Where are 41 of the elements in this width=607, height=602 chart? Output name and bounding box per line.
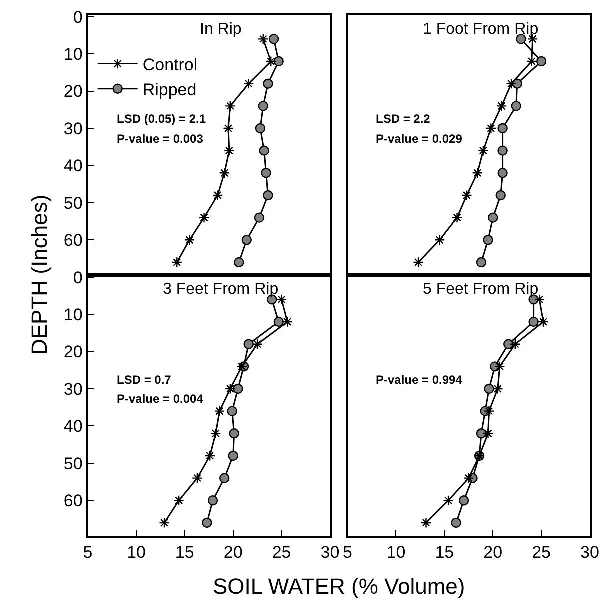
annotation: P-value = 0.004 [117, 392, 204, 406]
x-axis-title: SOIL WATER (% Volume) [213, 574, 466, 599]
chart-title: In Rip [200, 21, 242, 38]
y-tick-label: 20 [64, 342, 83, 362]
y-tick-label: 10 [64, 306, 83, 325]
annotation: P-value = 0.003 [117, 132, 204, 146]
x-tick-label: 5 [343, 543, 353, 562]
x-tick-label: 10 [126, 543, 146, 562]
y-tick-label: 30 [64, 119, 83, 138]
x-tick-label: 5 [83, 543, 93, 562]
annotation: LSD (0.05) = 2.1 [117, 112, 206, 126]
legend-label: Ripped [142, 80, 197, 100]
y-tick-label: 0 [73, 268, 83, 288]
x-tick-label: 20 [484, 543, 503, 562]
x-tick-label: 20 [224, 543, 243, 562]
annotation: P-value = 0.029 [376, 132, 463, 146]
annotation: LSD = 2.2 [376, 112, 431, 126]
y-tick-label: 50 [64, 194, 83, 213]
annotation: P-value = 0.994 [376, 373, 463, 387]
y-tick-label: 0 [73, 8, 83, 27]
y-tick-label: 60 [64, 492, 83, 511]
x-tick-label: 10 [386, 543, 406, 562]
y-tick-label: 10 [64, 45, 83, 64]
chart-title: 5 Feet From Rip [423, 281, 539, 298]
y-tick-label: 50 [64, 454, 83, 474]
legend-label: Control [142, 55, 198, 74]
y-axis-title: DEPTH (Inches) [27, 194, 52, 355]
y-tick-label: 20 [64, 82, 83, 102]
x-tick-label: 15 [175, 543, 194, 562]
x-tick-label: 30 [580, 543, 600, 562]
y-tick-label: 40 [64, 156, 83, 176]
chart-title: 1 Foot From Rip [423, 21, 539, 38]
annotation: LSD = 0.7 [117, 373, 172, 387]
x-tick-label: 25 [532, 543, 552, 562]
y-tick-label: 60 [64, 231, 83, 250]
x-tick-label: 25 [272, 543, 292, 562]
x-tick-label: 30 [320, 543, 340, 562]
y-tick-label: 40 [64, 417, 83, 436]
y-tick-label: 30 [64, 380, 83, 399]
chart-title: 3 Feet From Rip [163, 281, 279, 298]
x-tick-label: 15 [435, 543, 454, 562]
